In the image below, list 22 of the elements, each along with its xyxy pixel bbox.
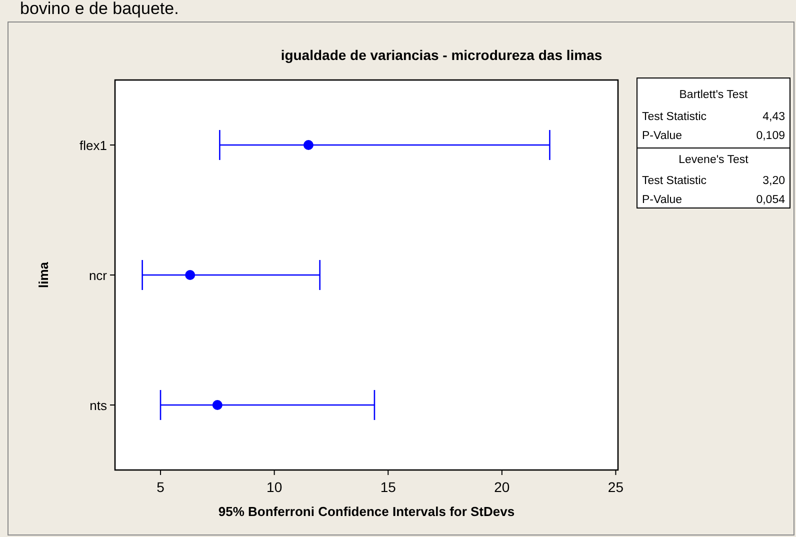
x-tick-label: 15 xyxy=(380,479,396,495)
x-axis-title: 95% Bonferroni Confidence Intervals for StDevs xyxy=(218,504,515,519)
text: P-Value xyxy=(642,194,682,206)
text: 3,20 xyxy=(762,175,785,187)
y-tick-label: nts xyxy=(90,398,108,413)
text: bovino e de baquete. xyxy=(20,0,179,18)
y-tick-label: flex1 xyxy=(80,138,107,153)
text: 0,054 xyxy=(756,194,786,206)
y-tick-label: ncr xyxy=(88,268,108,283)
x-tick-label: 20 xyxy=(494,479,510,495)
chart-title: igualdade de variancias - microdureza das limas xyxy=(280,47,602,63)
text: P-Value xyxy=(642,130,682,142)
text: Levene's Test xyxy=(678,154,750,166)
text: Test Statistic xyxy=(642,111,707,123)
y-axis-title: lima xyxy=(36,261,51,288)
x-tick-label: 5 xyxy=(156,479,165,495)
text: Bartlett's Test xyxy=(679,89,749,101)
text: 0,109 xyxy=(756,130,785,142)
text: 4,43 xyxy=(762,111,785,123)
x-tick-label: 10 xyxy=(266,479,282,495)
x-tick-label: 25 xyxy=(608,479,624,495)
text: Test Statistic xyxy=(642,175,707,187)
